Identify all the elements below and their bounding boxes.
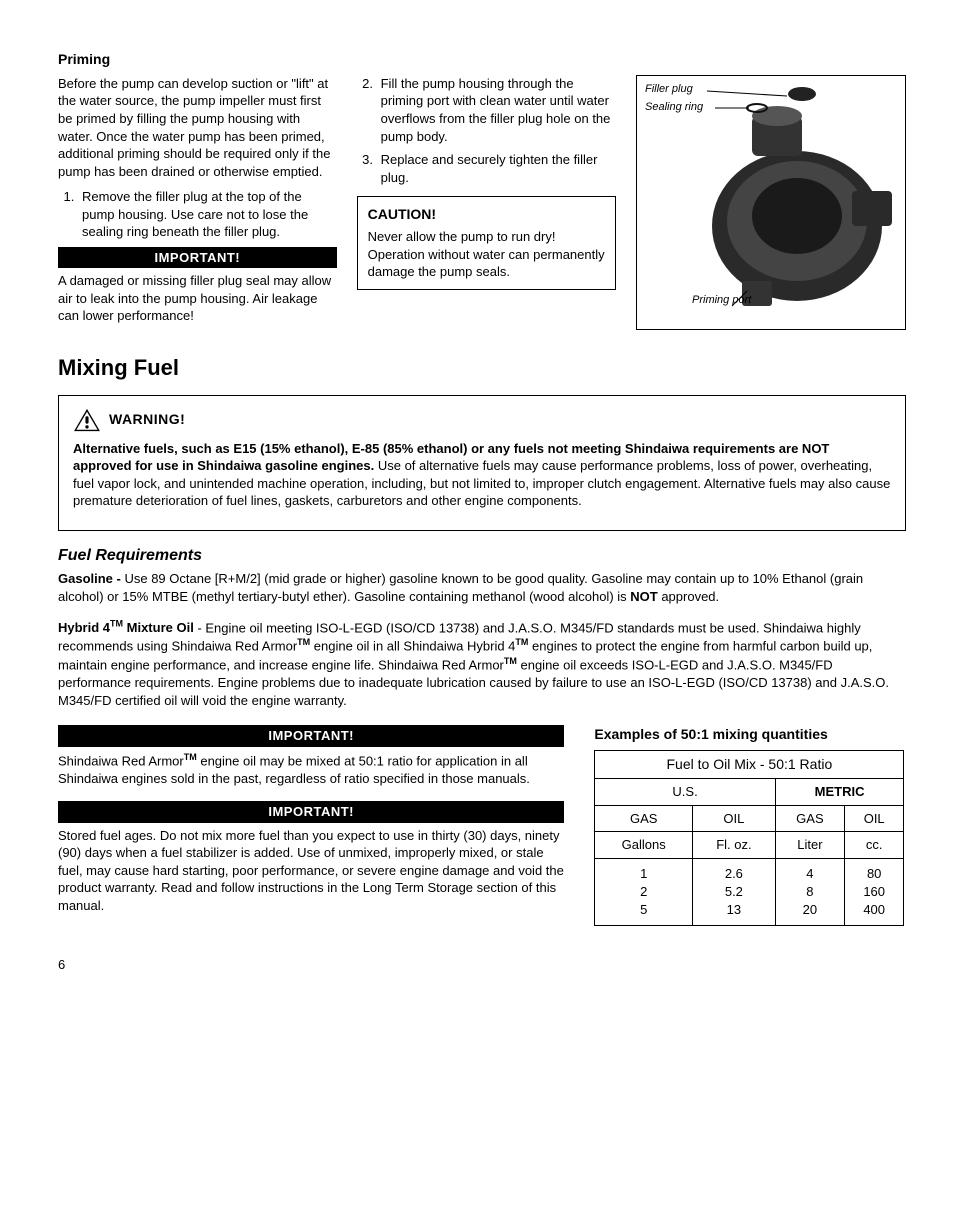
td-floz: Fl. oz. bbox=[693, 832, 776, 859]
caution-box: CAUTION! Never allow the pump to run dry… bbox=[357, 196, 616, 290]
important-text-3: Stored fuel ages. Do not mix more fuel t… bbox=[58, 827, 564, 915]
priming-step-1: Remove the filler plug at the top of the… bbox=[78, 188, 337, 241]
th-us: U.S. bbox=[595, 779, 775, 806]
th-gas-us: GAS bbox=[595, 805, 693, 832]
td-gallons: Gallons bbox=[595, 832, 693, 859]
important-bar-3: IMPORTANT! bbox=[58, 801, 564, 823]
priming-step-3: Replace and securely tighten the filler … bbox=[377, 151, 616, 186]
examples-heading: Examples of 50:1 mixing quantities bbox=[594, 725, 906, 744]
priming-col-left: Before the pump can develop suction or "… bbox=[58, 75, 337, 333]
important-text-1: A damaged or missing filler plug seal ma… bbox=[58, 272, 337, 325]
td-us-oil-vals: 2.65.213 bbox=[693, 858, 776, 926]
td-m-gas-vals: 4820 bbox=[775, 858, 844, 926]
fuel-requirements-heading: Fuel Requirements bbox=[58, 545, 906, 567]
mixing-fuel-heading: Mixing Fuel bbox=[58, 353, 906, 383]
td-us-gas-vals: 125 bbox=[595, 858, 693, 926]
important-text-2: Shindaiwa Red ArmorTM engine oil may be … bbox=[58, 751, 564, 787]
warning-text: Alternative fuels, such as E15 (15% etha… bbox=[73, 440, 891, 510]
th-gas-m: GAS bbox=[775, 805, 844, 832]
td-cc: cc. bbox=[845, 832, 904, 859]
th-oil-us: OIL bbox=[693, 805, 776, 832]
label-sealing-ring: Sealing ring bbox=[645, 100, 703, 115]
warning-icon bbox=[73, 408, 101, 432]
important-bar-2: IMPORTANT! bbox=[58, 725, 564, 747]
priming-col-mid: Fill the pump housing through the primin… bbox=[357, 75, 616, 333]
lower-columns: IMPORTANT! Shindaiwa Red ArmorTM engine … bbox=[58, 725, 906, 926]
lower-right-col: Examples of 50:1 mixing quantities Fuel … bbox=[594, 725, 906, 926]
page-number: 6 bbox=[58, 956, 906, 974]
td-liter: Liter bbox=[775, 832, 844, 859]
lower-left-col: IMPORTANT! Shindaiwa Red ArmorTM engine … bbox=[58, 725, 564, 926]
important-bar-1: IMPORTANT! bbox=[58, 247, 337, 269]
warning-head: WARNING! bbox=[73, 408, 891, 432]
th-oil-m: OIL bbox=[845, 805, 904, 832]
mix-ratio-table: Fuel to Oil Mix - 50:1 Ratio U.S. METRIC… bbox=[594, 750, 904, 926]
label-priming-port: Priming port bbox=[692, 294, 751, 306]
gasoline-paragraph: Gasoline - Use 89 Octane [R+M/2] (mid gr… bbox=[58, 570, 906, 605]
priming-col-right: Filler plug Sealing ring Priming port bbox=[636, 75, 906, 333]
td-m-oil-vals: 80160400 bbox=[845, 858, 904, 926]
table-main-header: Fuel to Oil Mix - 50:1 Ratio bbox=[595, 751, 904, 779]
hybrid-oil-paragraph: Hybrid 4TM Mixture Oil - Engine oil meet… bbox=[58, 618, 906, 710]
priming-columns: Before the pump can develop suction or "… bbox=[58, 75, 906, 333]
priming-intro: Before the pump can develop suction or "… bbox=[58, 75, 337, 180]
warning-box: WARNING! Alternative fuels, such as E15 … bbox=[58, 395, 906, 531]
priming-heading: Priming bbox=[58, 50, 906, 69]
pump-figure: Filler plug Sealing ring Priming port bbox=[636, 75, 906, 330]
label-filler-plug: Filler plug bbox=[645, 82, 693, 97]
th-metric: METRIC bbox=[775, 779, 904, 806]
caution-label: CAUTION! bbox=[368, 205, 605, 224]
warning-label: WARNING! bbox=[109, 410, 185, 429]
priming-step-2: Fill the pump housing through the primin… bbox=[377, 75, 616, 145]
caution-text: Never allow the pump to run dry! Operati… bbox=[368, 228, 605, 281]
